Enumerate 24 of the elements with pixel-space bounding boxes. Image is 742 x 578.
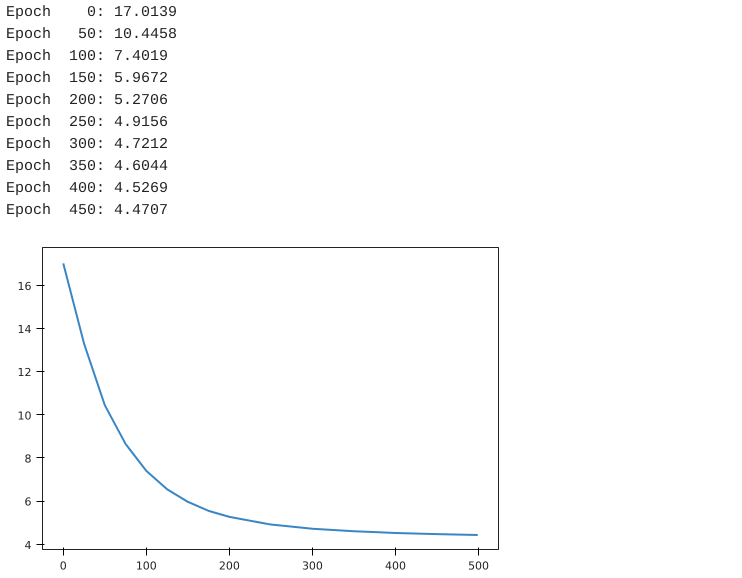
text: Epoch 200: 5.2706	[6, 92, 168, 109]
line-series	[62, 262, 479, 536]
text: Epoch 50: 10.4458	[6, 26, 178, 43]
y-tick-label: 4	[24, 538, 32, 552]
x-tick-label: 400	[385, 560, 406, 572]
text: Epoch 0: 17.0139	[6, 4, 178, 21]
text: Epoch 150: 5.9672	[6, 70, 168, 87]
x-tick-label: 0	[60, 560, 67, 572]
y-tick-label: 6	[24, 496, 32, 509]
text: Epoch 450: 4.4707	[6, 202, 168, 219]
x-tick-label: 200	[218, 560, 240, 572]
text: Epoch 100: 7.4019	[6, 48, 168, 65]
y-tick-label: 16	[18, 280, 32, 293]
y-tick-label: 10	[18, 409, 32, 422]
text: Epoch 250: 4.9156	[6, 114, 168, 131]
text: Epoch 300: 4.7212	[6, 136, 168, 153]
y-tick-label: 8	[24, 452, 32, 466]
y-tick-label: 12	[18, 366, 32, 380]
text: Epoch 350: 4.6044	[6, 158, 168, 175]
text: Epoch 400: 4.5269	[6, 180, 168, 197]
y-tick-label: 14	[18, 322, 32, 336]
x-tick-label: 300	[302, 560, 323, 572]
x-tick-label: 500	[468, 560, 490, 572]
x-tick-label: 100	[136, 560, 157, 572]
